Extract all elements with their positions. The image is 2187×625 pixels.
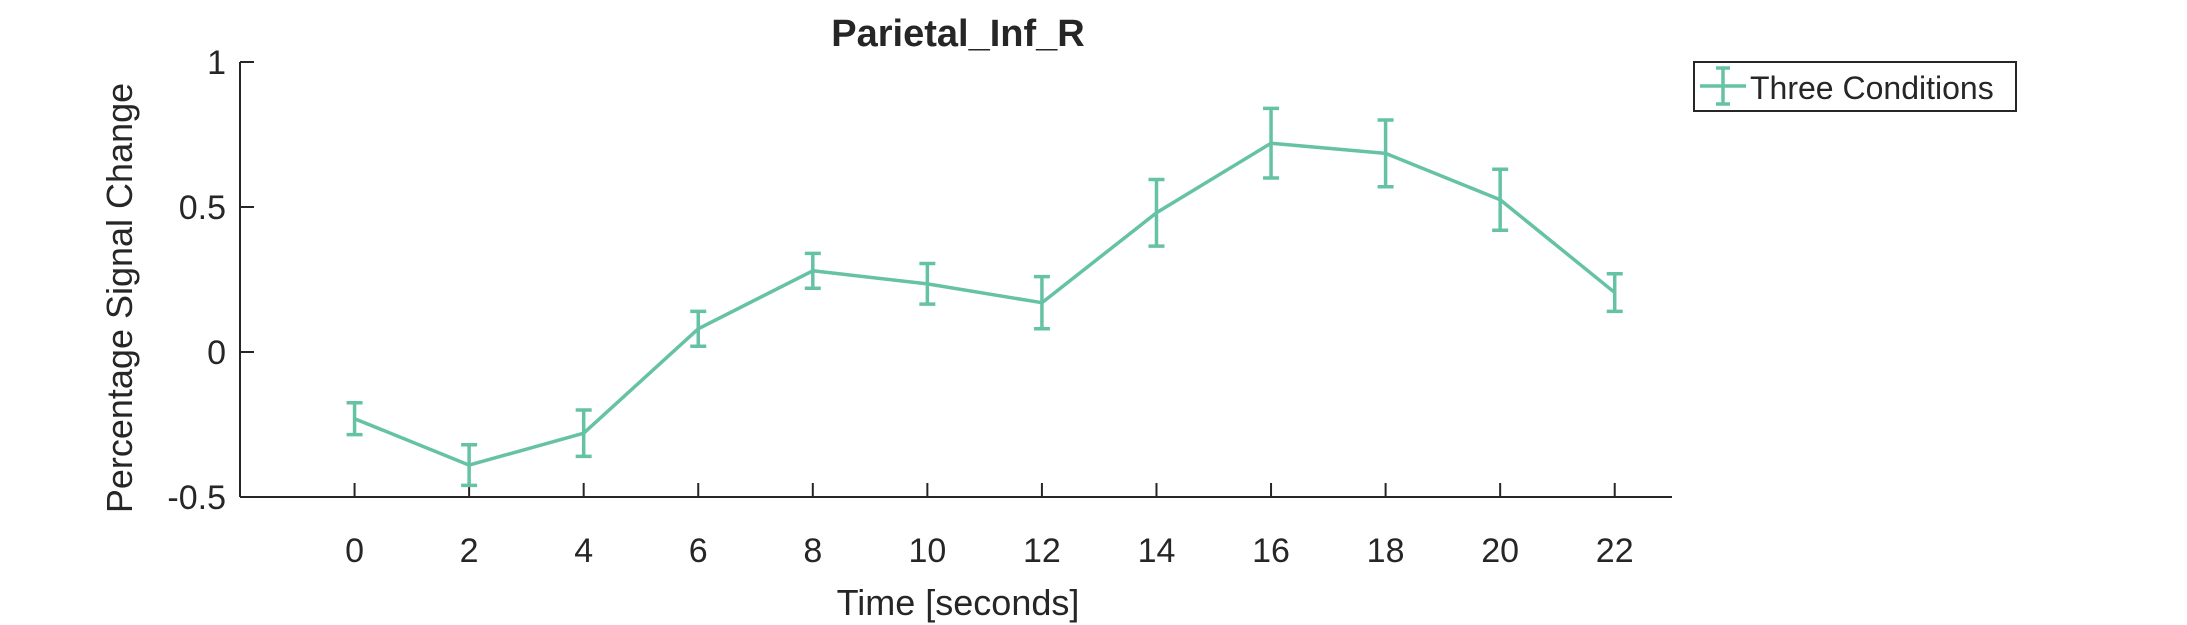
error-bar bbox=[575, 408, 592, 459]
series-line bbox=[353, 141, 1616, 467]
x-tick-label: 4 bbox=[574, 532, 593, 570]
error-bar bbox=[1263, 106, 1280, 180]
legend-series-label: Three Conditions bbox=[1750, 70, 1994, 106]
legend-box bbox=[1693, 61, 2017, 112]
x-ticks: 0 2 4 6 8 10 12 14 16 18 20 22 bbox=[345, 483, 1634, 570]
error-bar bbox=[690, 309, 707, 348]
x-tick-label: 20 bbox=[1481, 532, 1519, 570]
error-bar bbox=[1492, 167, 1509, 232]
y-tick-label: 0.5 bbox=[179, 189, 226, 227]
error-bar bbox=[346, 401, 363, 437]
x-tick-label: 6 bbox=[689, 532, 708, 570]
error-bar bbox=[1148, 177, 1165, 248]
error-bar bbox=[461, 443, 478, 488]
error-bar bbox=[1377, 118, 1394, 189]
y-tick-label: -0.5 bbox=[167, 479, 226, 517]
x-tick-label: 18 bbox=[1367, 532, 1405, 570]
error-bar bbox=[1033, 274, 1050, 331]
x-axis-label: Time [seconds] bbox=[837, 582, 1080, 623]
y-tick-label: 1 bbox=[207, 44, 226, 82]
x-tick-label: 14 bbox=[1138, 532, 1176, 570]
y-axis-label: Percentage Signal Change bbox=[99, 83, 140, 513]
x-tick-label: 2 bbox=[460, 532, 479, 570]
legend-series-symbol bbox=[1700, 66, 1746, 106]
x-tick-label: 16 bbox=[1252, 532, 1290, 570]
x-tick-label: 0 bbox=[345, 532, 364, 570]
y-tick-label: 0 bbox=[207, 334, 226, 372]
x-tick-label: 12 bbox=[1023, 532, 1061, 570]
x-tick-label: 10 bbox=[908, 532, 946, 570]
error-bar bbox=[1606, 271, 1623, 314]
x-tick-label: 22 bbox=[1596, 532, 1634, 570]
error-bar bbox=[804, 251, 821, 290]
y-ticks: -0.5 0 0.5 1 bbox=[167, 44, 254, 517]
plot-area bbox=[346, 106, 1623, 488]
axes bbox=[239, 62, 1672, 498]
x-tick-label: 8 bbox=[803, 532, 822, 570]
legend: Three Conditions bbox=[1693, 61, 2017, 112]
chart-title: Parietal_Inf_R bbox=[831, 13, 1084, 55]
error-bar bbox=[919, 261, 936, 306]
